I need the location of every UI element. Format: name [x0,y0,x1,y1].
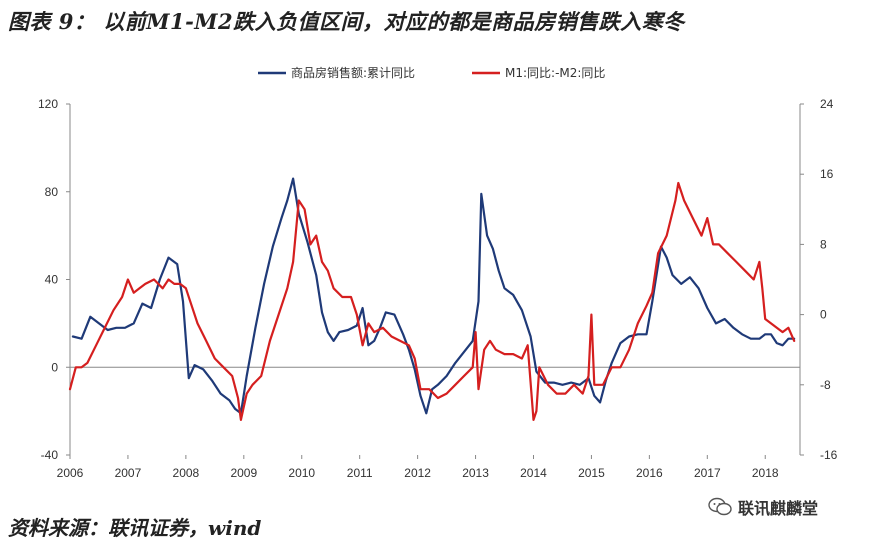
x-tick-label: 2012 [404,466,431,480]
watermark: 联讯麒麟堂 [708,494,818,520]
right-tick-label: 8 [820,237,827,251]
chart-legend: 商品房销售额:累计同比 M1:同比:-M2:同比 [258,65,605,80]
x-tick-label: 2006 [57,466,84,480]
x-tick-label: 2009 [230,466,257,480]
left-tick-label: 80 [45,185,59,199]
chart-tick-labels: -40 0 40 80 120 -16 -8 0 8 16 24 2006 2007 2008 2009 20… [38,97,838,480]
x-tick-label: 2016 [636,466,663,480]
x-tick-label: 2007 [115,466,142,480]
source-note: 资料来源：联讯证券，wind [8,516,262,540]
left-tick-label: 0 [51,360,58,374]
left-tick-label: 120 [38,97,58,111]
x-tick-label: 2010 [288,466,315,480]
right-tick-label: -16 [820,448,838,462]
wechat-icon [708,497,732,516]
x-tick-label: 2008 [173,466,200,480]
left-tick-label: 40 [45,273,59,287]
x-tick-label: 2015 [578,466,605,480]
watermark-text: 联讯麒麟堂 [738,499,819,518]
x-tick-label: 2014 [520,466,547,480]
chart-title: 图表 9： 以前M1-M2跌入负值区间，对应的都是商品房销售跌入寒冬 [8,9,685,34]
x-tick-label: 2017 [694,466,721,480]
x-tick-label: 2011 [347,466,373,480]
legend-label-1: 商品房销售额:累计同比 [291,65,415,80]
right-tick-label: 24 [820,97,834,111]
right-tick-label: 16 [820,167,834,181]
legend-label-2: M1:同比:-M2:同比 [505,66,605,80]
left-tick-label: -40 [41,448,59,462]
right-tick-label: 0 [820,308,827,322]
series-line-1 [71,177,796,415]
chart-axes [66,103,804,459]
x-tick-label: 2018 [752,466,779,480]
chart-series [68,177,796,421]
series-line-2 [68,181,796,421]
x-tick-label: 2013 [462,466,489,480]
right-tick-label: -8 [820,378,831,392]
